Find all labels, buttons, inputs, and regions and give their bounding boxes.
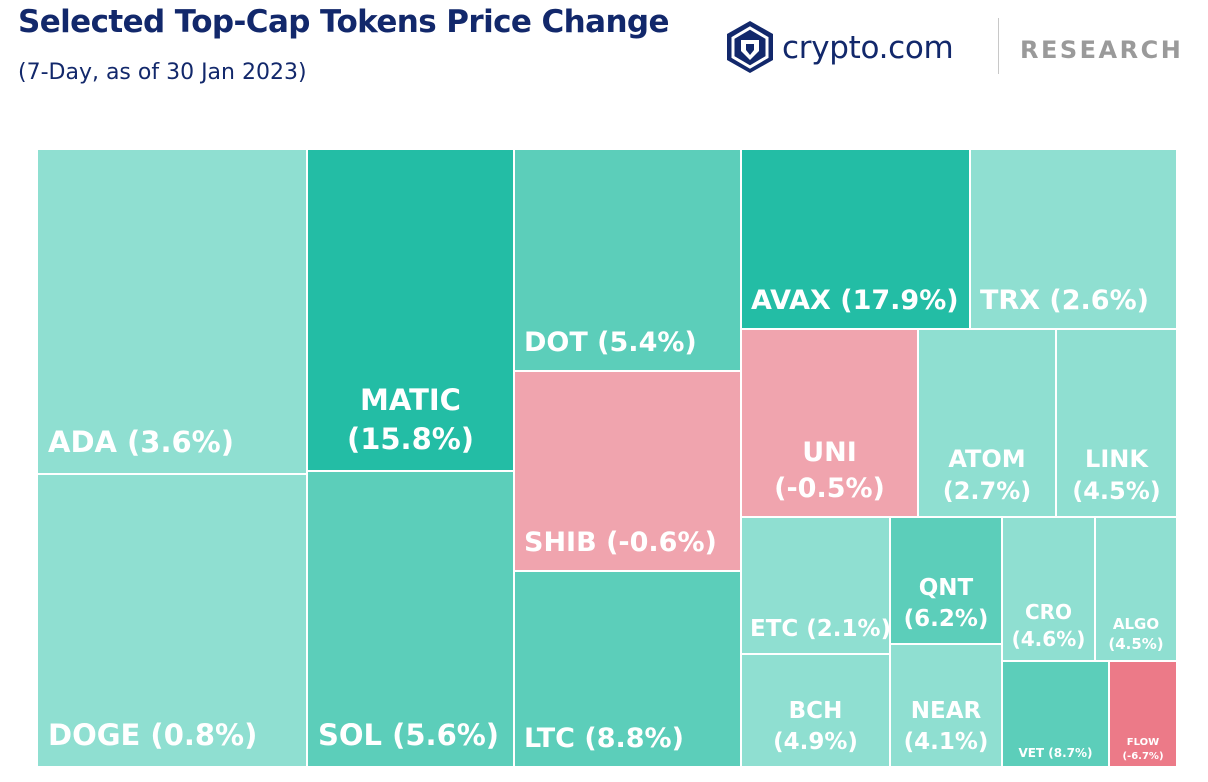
treemap-tile-shib: SHIB (-0.6%) xyxy=(515,372,740,570)
treemap-tile-qnt: QNT (6.2%) xyxy=(891,518,1001,643)
treemap-label-avax: AVAX (17.9%) xyxy=(751,285,959,316)
treemap-label-algo: ALGO (4.5%) xyxy=(1108,615,1163,653)
brand-name: crypto.com xyxy=(782,30,954,66)
treemap-tile-uni: UNI (-0.5%) xyxy=(742,330,917,516)
treemap-label-bch: BCH (4.9%) xyxy=(773,698,858,755)
treemap-rect-matic xyxy=(308,150,513,470)
treemap-tile-vet: VET (8.7%) xyxy=(1003,662,1108,766)
treemap-label-atom: ATOM (2.7%) xyxy=(943,445,1032,505)
treemap-tile-algo: ALGO (4.5%) xyxy=(1096,518,1176,660)
treemap-label-uni: UNI (-0.5%) xyxy=(774,437,885,504)
treemap-tile-etc: ETC (2.1%) xyxy=(742,518,891,653)
treemap-label-sol: SOL (5.6%) xyxy=(318,718,499,752)
treemap-rect-ada xyxy=(38,150,306,473)
treemap-label-cro: CRO (4.6%) xyxy=(1012,600,1086,651)
treemap-label-link: LINK (4.5%) xyxy=(1072,445,1161,505)
chart-title: Selected Top-Cap Tokens Price Change xyxy=(18,4,670,40)
brand-divider xyxy=(998,18,999,74)
treemap-rect-algo xyxy=(1096,518,1176,660)
treemap-tile-ada: ADA (3.6%) xyxy=(38,150,306,473)
treemap-label-ltc: LTC (8.8%) xyxy=(524,723,684,754)
treemap-rect-etc xyxy=(742,518,889,653)
treemap-label-etc: ETC (2.1%) xyxy=(750,616,891,642)
treemap-tile-bch: BCH (4.9%) xyxy=(742,655,889,766)
treemap-label-vet: VET (8.7%) xyxy=(1018,746,1092,760)
treemap-rect-shib xyxy=(515,372,740,570)
treemap-rect-near xyxy=(891,645,1001,766)
treemap-rect-uni xyxy=(742,330,917,516)
treemap-tile-flow: FLOW (-6.7%) xyxy=(1110,662,1176,766)
crypto-com-lion-shield-icon xyxy=(727,21,773,73)
treemap-rect-link xyxy=(1057,330,1176,516)
treemap-label-trx: TRX (2.6%) xyxy=(980,285,1149,316)
treemap-tile-dot: DOT (5.4%) xyxy=(515,150,740,370)
treemap-rect-trx xyxy=(971,150,1176,328)
treemap-label-doge: DOGE (0.8%) xyxy=(48,718,257,752)
treemap-tile-atom: ATOM (2.7%) xyxy=(919,330,1055,516)
treemap-rect-qnt xyxy=(891,518,1001,643)
treemap-rect-avax xyxy=(742,150,969,328)
treemap-label-flow: FLOW (-6.7%) xyxy=(1122,737,1163,762)
treemap-tile-sol: SOL (5.6%) xyxy=(308,472,513,766)
treemap-rect-flow xyxy=(1110,662,1176,766)
treemap-label-qnt: QNT (6.2%) xyxy=(904,575,989,632)
treemap-tile-avax: AVAX (17.9%) xyxy=(742,150,969,328)
treemap-rect-doge xyxy=(38,475,306,766)
brand-tagline: RESEARCH xyxy=(1020,36,1184,64)
treemap-tile-ltc: LTC (8.8%) xyxy=(515,572,740,766)
treemap-rect-sol xyxy=(308,472,513,766)
treemap-rect-cro xyxy=(1003,518,1094,660)
treemap-rect-ltc xyxy=(515,572,740,766)
treemap-label-matic: MATIC (15.8%) xyxy=(347,383,474,456)
treemap-tile-cro: CRO (4.6%) xyxy=(1003,518,1094,660)
treemap-label-shib: SHIB (-0.6%) xyxy=(524,527,717,558)
treemap-tile-matic: MATIC (15.8%) xyxy=(308,150,513,470)
treemap-tile-doge: DOGE (0.8%) xyxy=(38,475,306,766)
treemap-label-dot: DOT (5.4%) xyxy=(524,327,697,358)
chart-subtitle: (7-Day, as of 30 Jan 2023) xyxy=(18,60,307,85)
treemap-label-ada: ADA (3.6%) xyxy=(48,425,234,459)
treemap-rect-atom xyxy=(919,330,1055,516)
treemap-tile-link: LINK (4.5%) xyxy=(1057,330,1176,516)
treemap-rect-bch xyxy=(742,655,889,766)
treemap-tile-trx: TRX (2.6%) xyxy=(971,150,1176,328)
treemap-rect-dot xyxy=(515,150,740,370)
treemap-label-near: NEAR (4.1%) xyxy=(904,698,989,755)
treemap-rect-vet xyxy=(1003,662,1108,766)
treemap-tile-near: NEAR (4.1%) xyxy=(891,645,1001,766)
